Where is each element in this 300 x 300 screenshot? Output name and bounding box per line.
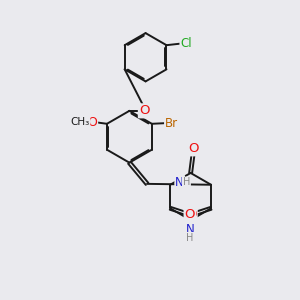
Text: H: H: [186, 233, 194, 243]
Text: Cl: Cl: [180, 37, 192, 50]
Text: H: H: [183, 177, 190, 188]
Text: O: O: [87, 116, 97, 129]
Text: CH₃: CH₃: [70, 117, 89, 127]
Text: O: O: [186, 208, 197, 221]
Text: N: N: [175, 176, 184, 189]
Text: O: O: [188, 142, 199, 155]
Text: Br: Br: [165, 117, 178, 130]
Text: O: O: [184, 208, 195, 221]
Text: N: N: [186, 223, 194, 236]
Text: O: O: [139, 104, 149, 117]
